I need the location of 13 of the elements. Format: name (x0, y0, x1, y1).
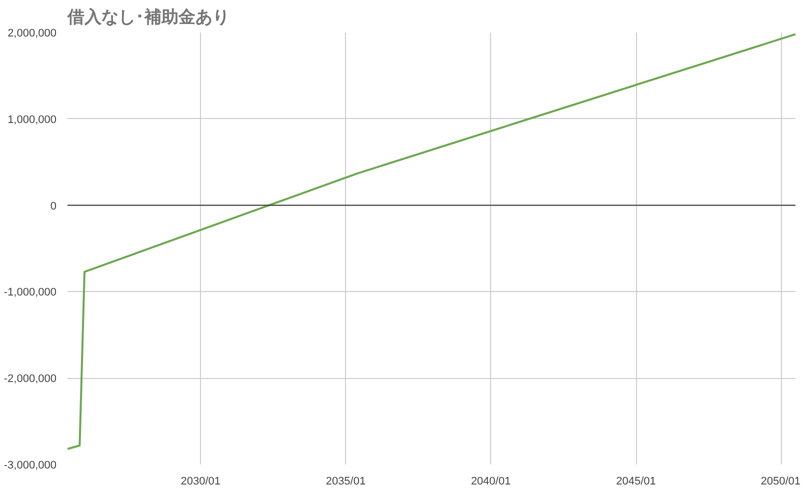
y-tick-label: -3,000,000 (4, 460, 57, 472)
y-tick-label: 1,000,000 (8, 114, 56, 126)
y-tick-label: -1,000,000 (4, 286, 57, 299)
y-tick-label: -2,000,000 (4, 373, 57, 386)
x-tick-label: 2045/01 (616, 476, 656, 488)
x-tick-label: 2040/01 (470, 476, 511, 488)
x-tick-label: 2030/01 (180, 476, 220, 488)
y-tick-label: 0 (50, 200, 57, 212)
x-tick-label: 2035/01 (326, 476, 366, 488)
x-tick-label: 2050/01 (760, 476, 801, 488)
y-tick-label: 2,000,000 (8, 28, 56, 40)
line-series (68, 33, 796, 450)
chart-title: 借入なし･補助金あり (66, 8, 230, 28)
